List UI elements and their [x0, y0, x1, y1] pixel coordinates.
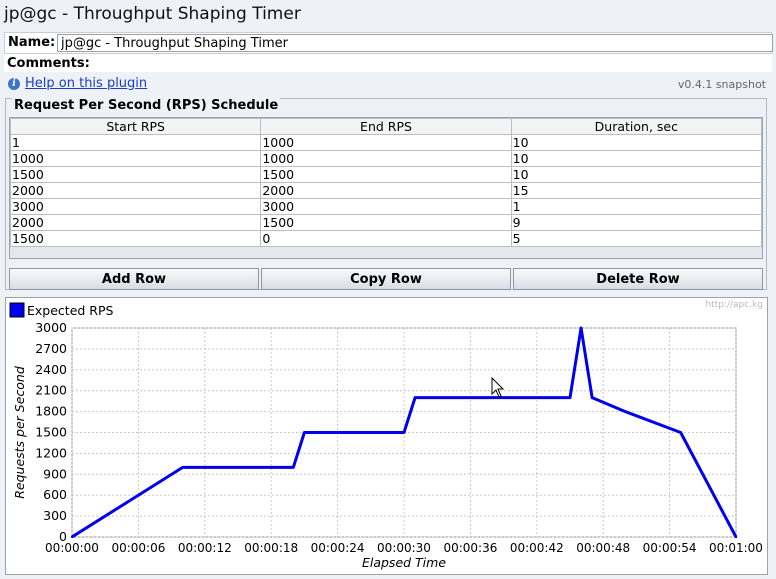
start-rps-cell[interactable]: 2000 — [9, 214, 262, 231]
column-header-end-rps[interactable]: End RPS — [260, 118, 512, 135]
rps-chart-panel: 0 300 600 900 1200 1500 1800 2100 2400 2700 3000 00… — [5, 297, 768, 575]
delete-row-button[interactable]: Delete Row — [513, 268, 763, 290]
x-axis-title: Elapsed Time — [362, 555, 446, 570]
y-tick-label: 900 — [43, 466, 67, 481]
duration-cell[interactable]: 10 — [510, 166, 763, 183]
x-tick-label: 00:01:00 — [709, 541, 763, 555]
y-tick-label: 2400 — [35, 362, 67, 377]
table-row[interactable]: 2000 2000 15 — [9, 182, 763, 199]
series-line-expected-rps — [71, 326, 738, 539]
x-tick-label: 00:00:18 — [244, 541, 298, 555]
end-rps-cell[interactable]: 1000 — [260, 150, 512, 167]
start-rps-cell[interactable]: 1 — [9, 134, 262, 151]
start-rps-cell[interactable]: 1500 — [9, 166, 262, 183]
copy-row-button[interactable]: Copy Row — [261, 268, 511, 290]
table-row[interactable]: 1000 1000 10 — [9, 150, 763, 167]
x-tick-label: 00:00:24 — [311, 541, 365, 555]
x-tick-label: 00:00:06 — [111, 541, 165, 555]
y-axis-title: Requests per Second — [12, 366, 27, 499]
window-title: jp@gc - Throughput Shaping Timer — [4, 4, 301, 24]
y-tick-label: 600 — [43, 487, 67, 502]
y-tick-label: 300 — [43, 508, 67, 523]
duration-cell[interactable]: 10 — [510, 134, 763, 151]
y-tick-label: 0 — [59, 529, 67, 544]
duration-cell[interactable]: 1 — [510, 198, 763, 215]
end-rps-cell[interactable]: 1500 — [260, 214, 512, 231]
y-tick-label: 1800 — [35, 404, 67, 419]
name-label: Name: — [8, 35, 56, 50]
schedule-legend: Request Per Second (RPS) Schedule — [12, 98, 281, 113]
start-rps-cell[interactable]: 1000 — [9, 150, 262, 167]
name-row: Name: — [4, 32, 773, 54]
data-point — [568, 396, 572, 399]
x-tick-label: 00:00:42 — [510, 541, 564, 555]
mouse-cursor-icon — [491, 376, 505, 398]
end-rps-cell[interactable]: 2000 — [260, 182, 512, 199]
x-tick-label: 00:00:30 — [377, 541, 431, 555]
x-tick-label: 00:00:48 — [576, 541, 630, 555]
data-point — [579, 326, 583, 330]
x-tick-label: 00:00:00 — [45, 541, 99, 555]
data-point — [624, 410, 627, 413]
data-point — [303, 431, 306, 434]
schedule-table[interactable]: Start RPS End RPS Duration, sec 1 1000 10 … — [9, 118, 763, 247]
y-tick-label: 2700 — [35, 341, 67, 356]
comments-row: Comments: — [4, 54, 772, 72]
data-point — [70, 535, 74, 539]
table-row[interactable]: 1 1000 10 — [9, 134, 763, 151]
data-point — [679, 431, 682, 434]
end-rps-cell[interactable]: 1000 — [260, 134, 512, 151]
y-tick-label: 1200 — [35, 445, 67, 460]
version-label: v0.4.1 snapshot — [677, 78, 766, 91]
add-row-button[interactable]: Add Row — [9, 268, 259, 290]
data-point — [402, 431, 406, 434]
duration-cell[interactable]: 9 — [510, 214, 763, 231]
schedule-panel: Request Per Second (RPS) Schedule Start … — [5, 98, 767, 290]
end-rps-cell[interactable]: 0 — [260, 230, 512, 247]
duration-cell[interactable]: 5 — [510, 230, 763, 247]
x-tick-label: 00:00:54 — [643, 541, 697, 555]
x-tick-label: 00:00:12 — [178, 541, 232, 555]
table-row[interactable]: 1500 1500 10 — [9, 166, 763, 183]
table-row[interactable]: 3000 3000 1 — [9, 198, 763, 215]
data-point — [734, 535, 738, 539]
y-tick-label: 1500 — [35, 425, 67, 440]
help-link[interactable]: Help on this plugin — [25, 76, 148, 91]
table-row[interactable]: 2000 1500 9 — [9, 214, 763, 231]
duration-cell[interactable]: 15 — [510, 182, 763, 199]
watermark-text: http://apc.kg — [705, 300, 763, 310]
help-row: i Help on this plugin v0.4.1 snapshot — [6, 76, 770, 94]
comments-label: Comments: — [7, 56, 90, 71]
column-header-duration[interactable]: Duration, sec — [510, 118, 763, 135]
legend-label: Expected RPS — [27, 303, 114, 318]
x-tick-label: 00:00:36 — [443, 541, 497, 555]
table-row[interactable]: 1500 0 5 — [9, 230, 763, 247]
data-point — [413, 396, 417, 399]
name-input[interactable] — [57, 34, 773, 52]
end-rps-cell[interactable]: 1500 — [260, 166, 512, 183]
data-point — [181, 466, 184, 469]
start-rps-cell[interactable]: 1500 — [9, 230, 262, 247]
y-tick-label: 2100 — [35, 383, 67, 398]
end-rps-cell[interactable]: 3000 — [260, 198, 512, 215]
info-icon: i — [8, 78, 20, 90]
start-rps-cell[interactable]: 3000 — [9, 198, 262, 215]
rps-chart: 0 300 600 900 1200 1500 1800 2100 2400 2700 3000 00… — [9, 300, 763, 570]
schedule-table-container[interactable]: Start RPS End RPS Duration, sec 1 1000 10 … — [9, 117, 763, 259]
start-rps-cell[interactable]: 2000 — [9, 182, 262, 199]
data-point — [292, 466, 295, 469]
legend-swatch — [9, 302, 25, 318]
y-tick-label: 3000 — [35, 320, 67, 335]
duration-cell[interactable]: 10 — [510, 150, 763, 167]
column-header-start-rps[interactable]: Start RPS — [9, 118, 262, 135]
data-point — [590, 396, 594, 399]
